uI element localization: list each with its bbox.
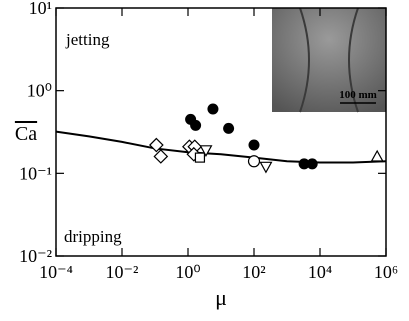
x-tick-label: 10² (242, 262, 265, 282)
y-tick-label: 10⁻¹ (19, 163, 52, 183)
data-point (372, 151, 383, 161)
data-point (307, 158, 318, 169)
page: {"chart_data": {"type": "scatter", "x_la… (0, 0, 409, 316)
data-point (195, 153, 204, 162)
y-tick-label: 10¹ (29, 0, 52, 18)
model-curve (56, 132, 386, 163)
x-tick-label: 10⁶ (374, 262, 398, 282)
data-point (249, 156, 260, 167)
y-axis-label: Ca (15, 123, 37, 145)
x-tick-label: 10⁰ (175, 262, 200, 282)
x-tick-label: 10⁻² (106, 262, 139, 282)
data-point (207, 104, 218, 115)
y-tick-label: 10⁻² (19, 246, 52, 266)
scale-label: 100 mm (339, 89, 377, 101)
data-point (260, 162, 271, 172)
x-tick-label: 10⁴ (308, 262, 332, 282)
data-point (190, 120, 201, 131)
data-point (223, 123, 234, 134)
x-axis-label: μ (215, 285, 227, 310)
data-point (249, 140, 260, 151)
chart: 100 mm jetting dripping μ Ca 10⁻⁴10⁻²10⁰… (0, 0, 409, 316)
annotation: jetting (65, 30, 110, 49)
annotation: dripping (64, 227, 122, 246)
y-tick-label: 10⁰ (27, 81, 52, 101)
